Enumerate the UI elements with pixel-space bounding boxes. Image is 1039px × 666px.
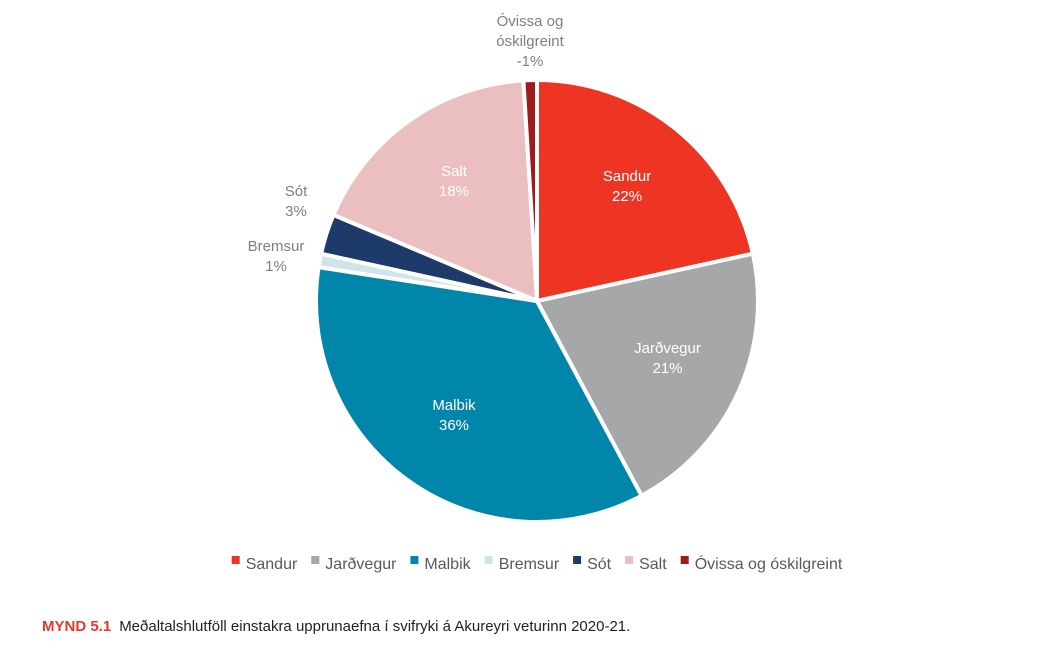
legend-label: Salt (639, 556, 667, 573)
legend-label: Malbik (424, 556, 471, 573)
pie-label-value: 22% (612, 188, 642, 205)
legend-item-jardvegur: Jarðvegur (311, 556, 397, 573)
legend-swatch (311, 556, 320, 564)
pie-label-value: -1% (517, 53, 544, 70)
pie-label-name: Salt (441, 163, 468, 180)
legend-swatch (680, 556, 689, 564)
pie-label-sandur: Sandur 22% (603, 168, 651, 205)
legend-label: Sandur (246, 556, 298, 573)
figure-caption-label: MYND 5.1 (42, 618, 112, 635)
legend-swatch (410, 556, 419, 564)
pie-label-sot: Sót 3% (285, 183, 308, 220)
legend-label: Bremsur (499, 556, 560, 573)
figure-caption: MYND 5.1 Meðaltalshlutföll einstakra uppr… (42, 618, 630, 635)
pie-label-name: Bremsur (248, 238, 305, 255)
legend-label: Óvissa og óskilgreint (695, 554, 843, 573)
legend-item-salt: Salt (625, 556, 667, 573)
pie-label-ovissa-og-oskilgreint: Óvissa og óskilgreint -1% (496, 13, 564, 70)
pie-label-name: Malbik (432, 397, 476, 414)
pie-slice-jardvegur (535, 251, 760, 498)
pie-label-value: 36% (439, 417, 469, 434)
figure-caption-text: Meðaltalshlutföll einstakra upprunaefna … (119, 618, 631, 635)
legend-item-ovissa-og-oskilgreint: Óvissa og óskilgreint (680, 554, 843, 573)
pie-slice-malbik (314, 265, 644, 524)
chart-legend: Sandur Jarðvegur Malbik Bremsur Sót Salt Óviss… (231, 554, 843, 573)
legend-item-malbik: Malbik (410, 556, 472, 573)
pie-label-value: 1% (265, 258, 287, 275)
pie-chart: Sandur 22% Jarðvegur 21% Malbik 36% Bremsur 1% S… (231, 13, 843, 573)
legend-label: Sót (587, 556, 612, 573)
pie-label-value: 18% (439, 183, 469, 200)
legend-swatch (484, 556, 493, 564)
legend-swatch (231, 556, 240, 564)
pie-label-name: óskilgreint (496, 33, 564, 50)
pie-label-salt: Salt 18% (439, 163, 469, 200)
legend-item-sandur: Sandur (231, 556, 298, 573)
pie-label-malbik: Malbik 36% (432, 397, 476, 434)
pie-label-name: Sandur (603, 168, 651, 185)
pie-label-value: 21% (652, 360, 682, 377)
pie-label-name: Óvissa og (497, 13, 564, 30)
legend-swatch (573, 556, 582, 564)
pie-slice-ovissa-og-oskilgreint (521, 78, 539, 303)
legend-swatch (625, 556, 634, 564)
pie-label-name: Jarðvegur (634, 340, 701, 357)
pie-label-jardvegur: Jarðvegur 21% (634, 340, 701, 377)
legend-label: Jarðvegur (325, 556, 397, 573)
pie-label-name: Sót (285, 183, 308, 200)
pie-label-bremsur: Bremsur 1% (248, 238, 305, 275)
pie-slice-salt (331, 78, 539, 303)
pie-label-value: 3% (285, 203, 307, 220)
legend-item-sot: Sót (573, 556, 612, 573)
pie-slice-sandur (535, 78, 755, 303)
legend-item-bremsur: Bremsur (484, 556, 560, 573)
